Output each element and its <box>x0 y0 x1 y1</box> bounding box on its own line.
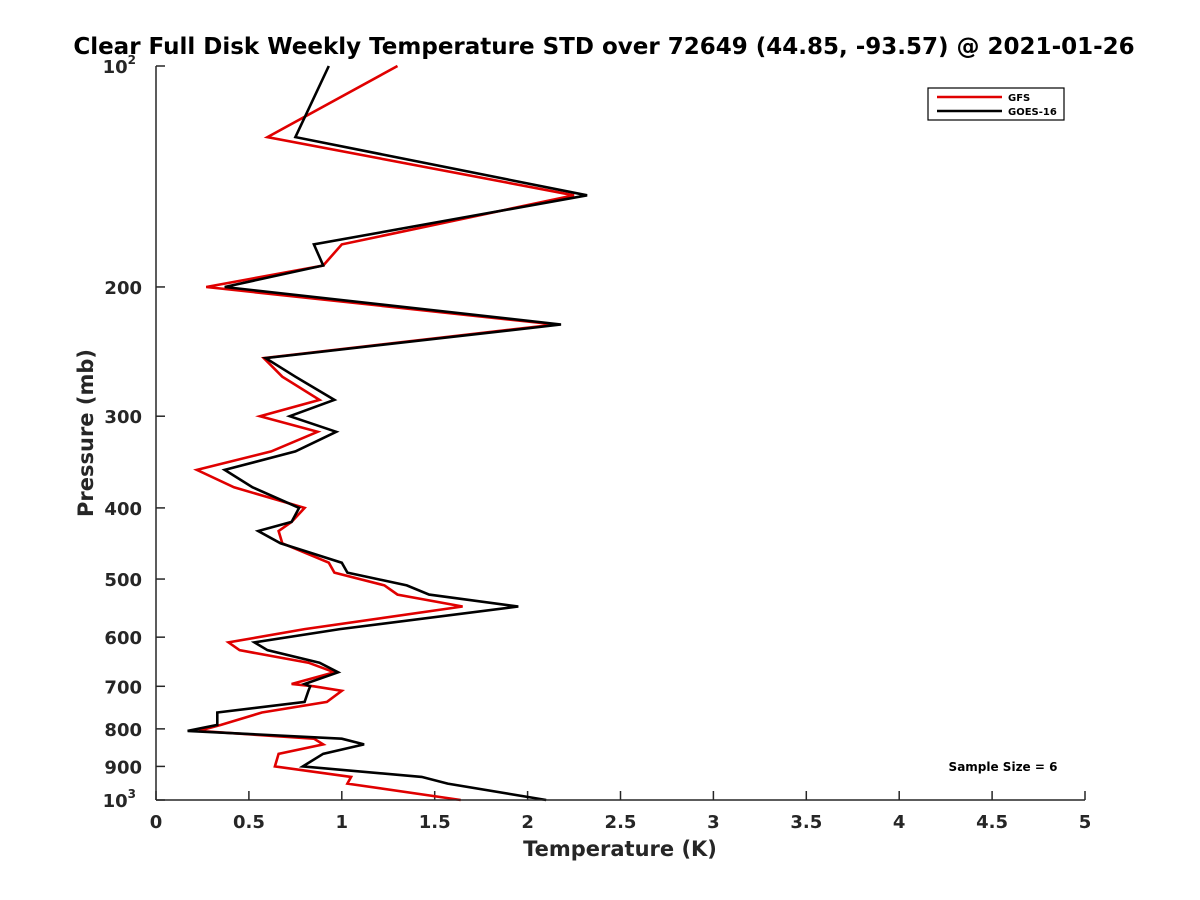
sample-size-annotation: Sample Size = 6 <box>949 760 1058 774</box>
y-tick-label-300: 300 <box>104 407 142 428</box>
y-tick-label-600: 600 <box>104 628 142 649</box>
x-tick-label-0: 0 <box>150 812 163 833</box>
x-tick-label-2.5: 2.5 <box>605 812 637 833</box>
y-tick-label-800: 800 <box>104 720 142 741</box>
chart-title: Clear Full Disk Weekly Temperature STD o… <box>73 34 1134 60</box>
legend-box <box>927 87 1065 121</box>
series-line-goes-16 <box>187 65 588 802</box>
x-tick-label-2: 2 <box>521 812 534 833</box>
legend-label-gfs: GFS <box>1008 93 1030 104</box>
x-axis-ticks: 0 0.5 1 1.5 2 2.5 3 3.5 4 4.5 5 <box>150 791 1092 833</box>
x-tick-label-0.5: 0.5 <box>233 812 265 833</box>
x-tick-label-1.5: 1.5 <box>419 812 451 833</box>
y-tick-label-500: 500 <box>104 570 142 591</box>
x-tick-label-4: 4 <box>893 812 906 833</box>
x-tick-label-1: 1 <box>336 812 349 833</box>
x-tick-label-3: 3 <box>707 812 720 833</box>
y-tick-label-200: 200 <box>104 278 142 299</box>
legend: GFS GOES-16 <box>927 87 1065 121</box>
x-axis-label: Temperature (K) <box>523 837 717 861</box>
x-tick-label-4.5: 4.5 <box>976 812 1008 833</box>
series-lines <box>187 64 588 802</box>
y-axis-label: Pressure (mb) <box>74 349 98 517</box>
y-tick-label-400: 400 <box>104 499 142 520</box>
y-tick-label-900: 900 <box>104 757 142 778</box>
x-tick-label-3.5: 3.5 <box>790 812 822 833</box>
x-tick-label-5: 5 <box>1079 812 1092 833</box>
legend-label-goes: GOES-16 <box>1008 107 1057 118</box>
y-tick-label-700: 700 <box>104 677 142 698</box>
